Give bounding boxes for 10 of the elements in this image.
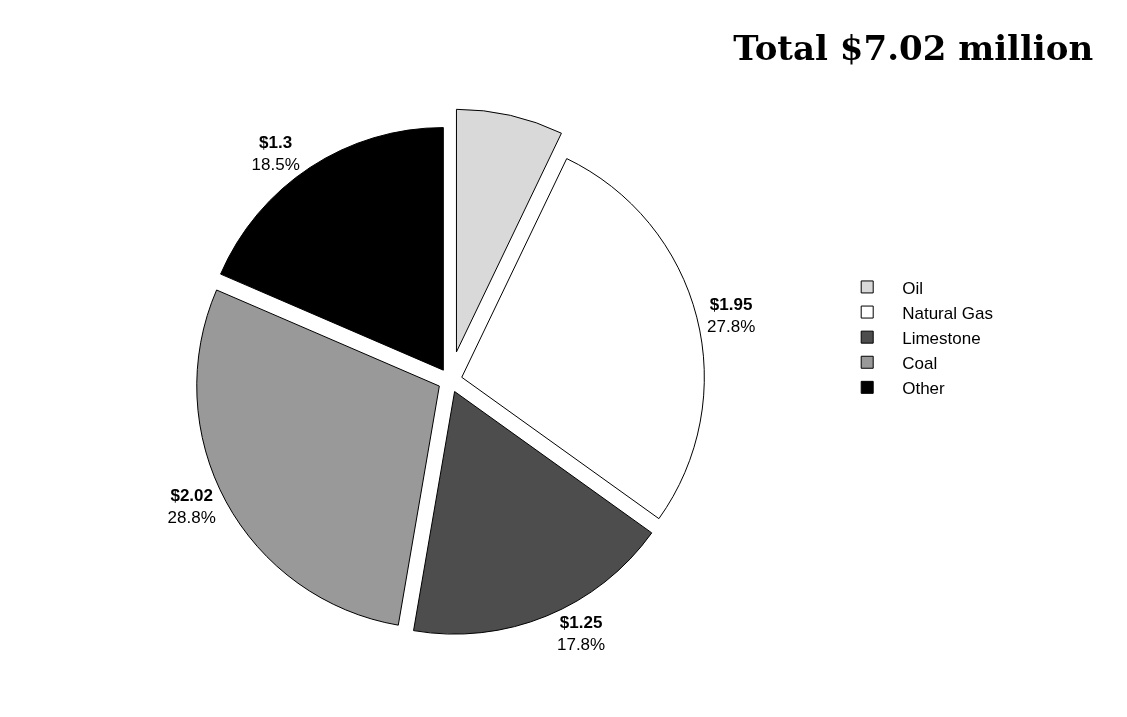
legend-label: Natural Gas: [902, 303, 993, 323]
data-label: $1.25 17.8%: [556, 612, 606, 655]
data-label: $2.02 28.8%: [167, 485, 216, 527]
data-label: $1.95 27.8%: [707, 295, 756, 337]
legend-label: Other: [902, 378, 946, 398]
legend-label: Coal: [902, 353, 938, 373]
legend-label: Oil: [902, 278, 923, 298]
data-label: $1.3 18.5%: [251, 132, 300, 174]
chart-title: Total $7.02 million: [733, 27, 1094, 68]
legend-label: Limestone: [902, 328, 981, 348]
